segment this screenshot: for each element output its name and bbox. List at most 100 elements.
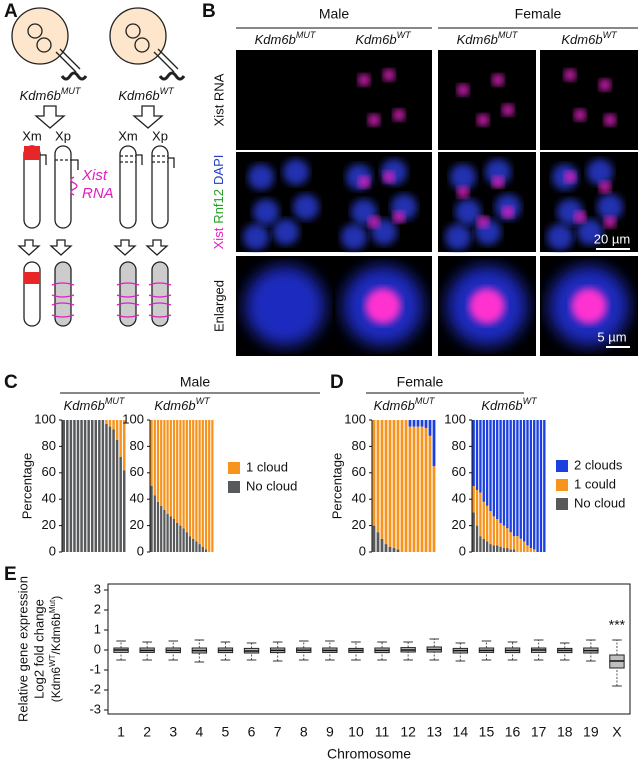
x-tick-label: 4	[195, 724, 203, 740]
bar-segment	[428, 420, 432, 436]
x-tick-label: 3	[169, 724, 177, 740]
y-tick-label: 100	[344, 411, 366, 426]
bar-segment	[492, 420, 496, 517]
bar-segment	[380, 538, 384, 552]
bar-segment	[153, 420, 156, 496]
strain-label: Kdm6bMUT	[20, 86, 82, 103]
label-base: Kdm6b	[355, 32, 396, 47]
group-label: Female	[515, 6, 562, 22]
bar-segment	[388, 420, 392, 547]
bar-segment	[380, 420, 384, 539]
xist-cloud	[604, 114, 616, 126]
bar-segment	[198, 420, 201, 545]
label-sup: WT	[523, 396, 538, 406]
bar-segment	[416, 420, 420, 427]
y-tick-label: 0	[137, 543, 144, 558]
chrom-label: Xp	[55, 128, 71, 143]
bar-segment	[472, 420, 475, 486]
bar-segment	[169, 516, 172, 552]
y-tick-label: 3	[94, 581, 101, 596]
nucleus	[245, 266, 325, 346]
x-tick-label: 2	[143, 724, 151, 740]
xist-cloud	[574, 109, 586, 121]
panel-title: Male	[180, 374, 211, 390]
bar-segment	[506, 420, 509, 529]
panel-letter: C	[4, 372, 18, 393]
bar-segment	[496, 545, 499, 552]
y-axis-label: Percentage	[329, 453, 344, 520]
nucleus	[273, 219, 299, 245]
bar-segment	[198, 544, 201, 552]
y-tick-label: 100	[122, 411, 144, 426]
bar-segment	[489, 511, 492, 545]
label-base: Kdm6b	[118, 88, 159, 103]
xist-cloud	[502, 206, 514, 218]
bar-segment	[482, 501, 485, 539]
bar-segment	[502, 420, 506, 526]
bar-segment	[424, 427, 428, 552]
legend-label: No cloud	[574, 495, 625, 510]
x-tick-label: 6	[248, 724, 256, 740]
micrograph	[236, 50, 334, 150]
xist-cloud	[368, 114, 380, 126]
x-tick-label: 1	[117, 724, 125, 740]
panel-letter: A	[4, 1, 18, 22]
bar-segment	[376, 420, 380, 533]
x-tick-label: 10	[348, 724, 364, 740]
bar-segment	[108, 426, 112, 552]
bar-segment	[479, 492, 482, 537]
label-base: Kdm6b	[20, 88, 61, 103]
bar-segment	[499, 420, 502, 523]
y-tick-label: 0	[459, 543, 466, 558]
y-tick-label: 1	[94, 621, 101, 636]
xist-cloud	[457, 84, 469, 96]
strain-label: Kdm6bWT	[154, 396, 211, 413]
bar-segment	[90, 420, 94, 552]
bar-segment	[179, 525, 182, 552]
x-tick-label: 16	[505, 724, 521, 740]
label-base: Kdm6b	[561, 32, 602, 47]
xist-cloud	[365, 288, 401, 324]
bar-segment	[428, 435, 432, 552]
rna-label: RNA	[82, 185, 114, 202]
y-axis-label: Percentage	[19, 453, 34, 520]
bar-segment	[192, 420, 195, 539]
bar-segment	[516, 420, 519, 537]
xist-cloud	[393, 109, 405, 121]
bar-segment	[384, 420, 388, 545]
nucleus	[248, 164, 274, 190]
x-axis-label: Chromosome	[327, 746, 411, 762]
nucleus	[253, 199, 279, 225]
xist-cloud	[564, 171, 576, 183]
y-tick-label: 20	[452, 517, 466, 532]
nucleus	[485, 159, 511, 185]
xist-cloud	[383, 69, 395, 81]
y-tick-label: 60	[452, 464, 466, 479]
nucleus	[450, 164, 476, 190]
label-sup: MUT	[296, 30, 317, 40]
legend-swatch	[228, 481, 240, 493]
nucleus	[455, 199, 481, 225]
bar-segment	[412, 426, 416, 552]
row-label: Enlarged	[211, 280, 226, 332]
ratio-part: /Kdm6b	[49, 613, 63, 655]
bar-segment	[188, 420, 192, 537]
bar-segment	[512, 549, 516, 552]
bar-segment	[416, 426, 420, 552]
bar-segment	[408, 426, 412, 552]
bar-segment	[522, 541, 526, 552]
bar-segment	[112, 420, 115, 430]
y-tick-label: 100	[444, 411, 466, 426]
bar-segment	[485, 541, 489, 552]
x-tick-label: 9	[326, 724, 334, 740]
bar-segment	[179, 420, 182, 526]
bar-segment	[496, 519, 499, 546]
xist-cloud	[492, 176, 504, 188]
strain-label: Kdm6bWT	[355, 30, 412, 47]
label-sup: WT	[160, 86, 175, 96]
bar-segment	[392, 420, 396, 549]
bar-segment	[526, 545, 529, 552]
bar-segment	[163, 509, 166, 552]
xist-cloud	[574, 211, 586, 223]
bar-segment	[489, 420, 492, 512]
